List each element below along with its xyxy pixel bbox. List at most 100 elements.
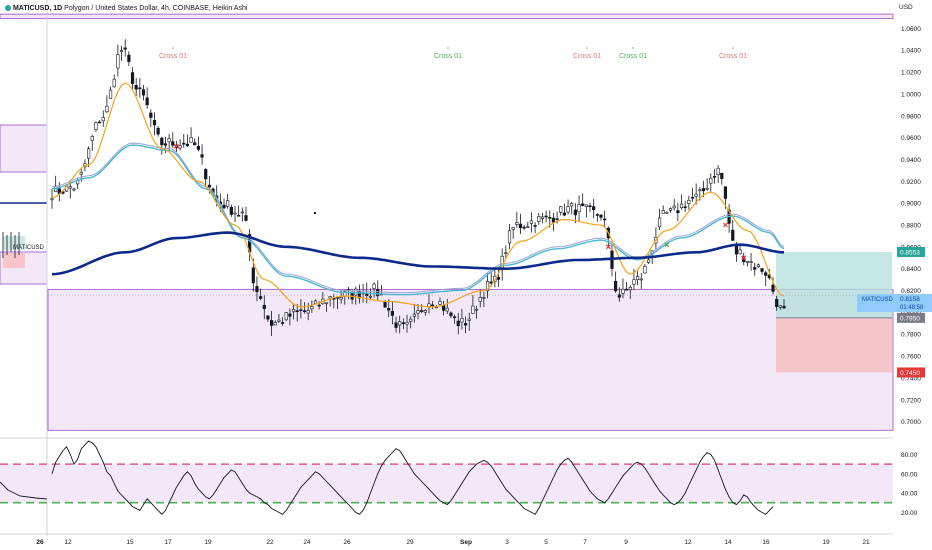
candle-body <box>387 308 391 311</box>
candle-body <box>90 136 94 141</box>
candle-body <box>712 176 717 178</box>
candle-body <box>237 214 241 217</box>
candle-body <box>368 295 373 298</box>
candle-body <box>398 321 402 326</box>
candle-body <box>101 117 105 122</box>
candle-body <box>555 218 559 220</box>
candle-body <box>614 280 618 292</box>
candle-body <box>130 72 135 84</box>
candle-body <box>200 154 204 158</box>
candle-body <box>496 277 501 280</box>
candle-body <box>193 142 197 146</box>
candle-body <box>701 188 706 192</box>
candle-body <box>504 252 508 255</box>
candle-body <box>339 296 343 300</box>
candle-body <box>259 296 263 299</box>
rsi-band <box>0 464 893 503</box>
market-status-icon <box>5 5 11 12</box>
loss-zone[interactable] <box>776 317 892 373</box>
candle-body <box>573 209 577 216</box>
candle-body <box>683 206 687 209</box>
candle-body <box>672 205 676 209</box>
dot-marker <box>314 212 316 214</box>
candle-body <box>226 200 230 207</box>
price-tick-label: 1.0000 <box>901 91 921 98</box>
time-tick-label: 12 <box>64 539 72 546</box>
candle-body <box>229 206 233 215</box>
candle-body <box>317 304 321 307</box>
demand-zone[interactable] <box>47 288 894 431</box>
candle-body <box>676 210 680 214</box>
price-tag[interactable] <box>897 312 925 323</box>
current-price-tag[interactable] <box>857 294 932 312</box>
price-tick-label: 1.0600 <box>901 26 921 33</box>
candle-body <box>562 212 566 216</box>
candle-body <box>581 203 585 206</box>
candle-body <box>87 148 91 159</box>
price-tick-label: 0.7200 <box>901 397 921 404</box>
candle-body <box>116 54 120 69</box>
candle-body <box>716 167 720 175</box>
candle-body <box>280 322 285 324</box>
candle-body <box>431 304 435 307</box>
candle-body <box>456 320 460 327</box>
rsi-line <box>51 440 774 515</box>
rsi-tick-label: 60.00 <box>901 471 918 478</box>
candle-body <box>449 312 453 317</box>
candle-body <box>690 197 695 199</box>
price-tick-label: 1.0200 <box>901 70 921 77</box>
candle-body <box>720 172 724 179</box>
time-tick-label: 26 <box>343 539 351 546</box>
candle-body <box>412 313 416 317</box>
candle-body <box>127 54 131 62</box>
candle-body <box>592 206 596 211</box>
candle-body <box>657 217 662 228</box>
candle-body <box>299 309 303 311</box>
candle-body <box>269 320 274 326</box>
candle-body <box>50 198 54 201</box>
price-tick-label: 0.7600 <box>901 354 921 361</box>
candle-body <box>160 137 164 146</box>
candle-body <box>778 305 782 308</box>
candle-body <box>621 288 625 294</box>
supply-zone[interactable] <box>0 13 894 20</box>
candle-body <box>383 301 387 308</box>
candle-body <box>394 322 398 328</box>
price-tick-label: 0.9200 <box>901 179 921 186</box>
price-tick-label: 0.9600 <box>901 135 921 142</box>
symbol-label[interactable]: MATICUSD, 1D <box>12 5 63 12</box>
candle-body <box>72 188 76 191</box>
rsi-tick-label: 20.00 <box>901 510 918 517</box>
price-tag[interactable] <box>897 246 925 257</box>
cross-label: Cross 01 <box>619 53 647 60</box>
price-tag[interactable] <box>897 367 925 378</box>
candle-body <box>105 105 109 113</box>
candle-body <box>687 199 691 204</box>
candle-body <box>731 229 735 241</box>
candle-body <box>277 319 281 322</box>
candle-body <box>141 89 146 96</box>
ema-slow-line <box>51 231 785 276</box>
cross-label: Cross 01 <box>434 53 462 60</box>
candle-body <box>588 205 592 208</box>
candle-body <box>171 141 175 146</box>
time-tick-label: 29 <box>406 539 414 546</box>
candle-body <box>405 322 409 325</box>
candle-body <box>749 261 753 263</box>
candle-body <box>423 310 427 313</box>
candle-body <box>760 268 764 272</box>
candle-body <box>745 261 749 263</box>
left-profit-box <box>3 236 25 250</box>
time-tick-label: 12 <box>684 539 692 546</box>
price-tick-label: 0.8200 <box>901 288 921 295</box>
price-axis-unit: USD <box>899 4 913 11</box>
candle-body <box>753 267 757 270</box>
time-tick-label: 17 <box>164 539 172 546</box>
candle-body <box>625 288 629 291</box>
candle-body <box>306 310 310 314</box>
candle-body <box>328 296 332 299</box>
candle-countdown: 01:48:58 <box>900 305 924 311</box>
time-tick-label: 7 <box>583 539 587 546</box>
time-tick-label: 24 <box>303 539 311 546</box>
